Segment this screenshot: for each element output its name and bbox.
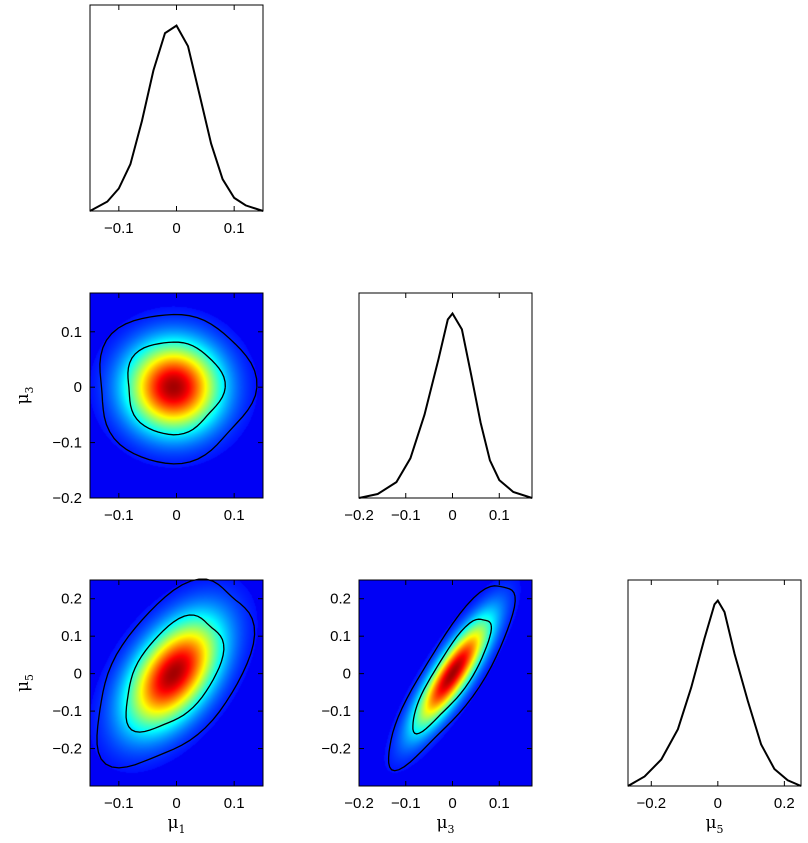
x-tick-label: 0.1 [224, 507, 245, 524]
contour-95 [96, 578, 256, 769]
x-tick-label: 0.2 [774, 795, 795, 812]
y-tick-label: 0.1 [330, 628, 351, 645]
x-tick-label: −0.1 [104, 795, 134, 812]
y-tick-label: 0.2 [330, 591, 351, 608]
x-tick-label: 0.1 [224, 220, 245, 237]
x-tick-label: 0.1 [489, 795, 510, 812]
x-tick-label: −0.1 [391, 795, 421, 812]
y-tick-label: 0.1 [61, 324, 82, 341]
axes-frame [627, 579, 802, 787]
contour-68 [125, 614, 225, 733]
panel-mu1-marginal: −0.1 0 0.1 [89, 4, 264, 237]
x-tick-label: 0 [172, 507, 180, 524]
y-tick-label: −0.2 [52, 490, 82, 507]
panel-mu3-marginal: −0.2 −0.1 0 0.1 [344, 292, 533, 524]
x-tick-label: 0 [172, 795, 180, 812]
y-tick-label: 0 [74, 379, 82, 396]
x-tick-label: −0.1 [104, 507, 134, 524]
y-tick-label: −0.2 [52, 741, 82, 758]
x-tick-label: −0.2 [344, 507, 374, 524]
axes-frame [358, 292, 533, 499]
panel-mu3-mu5-joint: −0.2 −0.1 0 0.1 −0.2 −0.1 0 0.1 0.2 μ3 [321, 579, 533, 836]
y-tick-label: 0.2 [61, 591, 82, 608]
x-tick-label: 0 [448, 507, 456, 524]
x-tick-label: −0.1 [391, 507, 421, 524]
y-tick-label: 0 [343, 666, 351, 683]
marginal-curve [627, 598, 802, 787]
y-tick-label: −0.2 [321, 741, 351, 758]
density-image [359, 580, 532, 786]
x-tick-label: 0 [714, 795, 722, 812]
axes-frame [358, 579, 533, 787]
contour-95 [99, 313, 258, 465]
x-tick-label: 0 [172, 220, 180, 237]
marginal-curve [358, 311, 533, 499]
x-tick-label: 0.1 [489, 507, 510, 524]
density-image [90, 580, 263, 786]
panel-mu5-marginal: −0.2 0 0.2 μ5 [627, 579, 802, 836]
y-axis-label: μ3 [13, 386, 36, 404]
x-axis-label: μ5 [705, 813, 723, 836]
y-tick-label: −0.1 [321, 703, 351, 720]
x-axis-label: μ1 [167, 813, 185, 836]
y-tick-label: 0 [74, 666, 82, 683]
x-tick-label: −0.2 [344, 795, 374, 812]
axes-frame [89, 4, 264, 212]
y-tick-label: 0.1 [61, 628, 82, 645]
x-tick-label: −0.2 [636, 795, 666, 812]
y-tick-label: −0.1 [52, 703, 82, 720]
y-axis-label: μ5 [13, 674, 36, 692]
contour-95 [387, 585, 516, 772]
panel-mu1-mu5-joint: −0.1 0 0.1 −0.2 −0.1 0 0.1 0.2 μ1 μ5 [13, 578, 264, 836]
marginal-curve [89, 24, 264, 212]
x-tick-label: 0.1 [224, 795, 245, 812]
x-tick-label: 0 [448, 795, 456, 812]
panel-mu1-mu3-joint: −0.1 0 0.1 −0.2 −0.1 0 0.1 μ3 [13, 292, 264, 524]
contour-68 [127, 341, 226, 436]
contour-68 [412, 618, 493, 735]
y-tick-label: −0.1 [52, 435, 82, 452]
x-axis-label: μ3 [436, 813, 454, 836]
density-image [90, 293, 263, 498]
x-tick-label: −0.1 [104, 220, 134, 237]
